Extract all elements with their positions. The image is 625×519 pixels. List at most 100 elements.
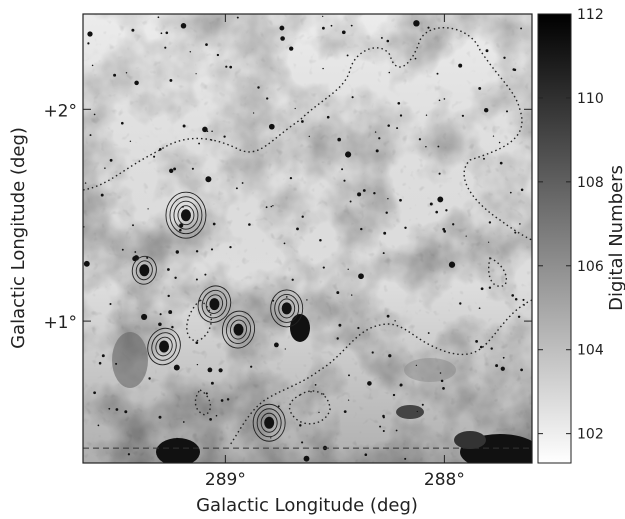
colorbar-tick-label: 102: [577, 427, 604, 443]
star: [229, 245, 232, 249]
star: [113, 73, 117, 77]
star: [301, 441, 304, 444]
star: [91, 64, 94, 67]
star: [301, 120, 304, 123]
star: [488, 221, 492, 224]
star: [216, 53, 220, 57]
star: [399, 198, 402, 202]
star: [322, 26, 325, 30]
star: [120, 121, 124, 125]
star: [257, 86, 260, 89]
star: [512, 68, 516, 71]
star: [514, 231, 517, 234]
star: [414, 57, 417, 60]
star: [266, 97, 269, 100]
star: [394, 320, 396, 322]
star: [121, 248, 124, 251]
star: [349, 200, 352, 203]
star: [357, 192, 362, 197]
star: [502, 356, 505, 359]
colorbar: [537, 13, 572, 464]
star: [124, 410, 128, 414]
contour-ring: [201, 289, 228, 319]
source-core: [233, 323, 244, 336]
star: [371, 351, 374, 354]
star: [488, 286, 492, 289]
star: [125, 72, 128, 74]
star: [347, 268, 349, 270]
source-core: [180, 209, 191, 222]
star: [115, 362, 118, 365]
star: [348, 374, 350, 377]
star: [306, 319, 309, 322]
star: [382, 429, 385, 433]
star: [429, 202, 433, 206]
star: [195, 250, 199, 253]
star: [495, 364, 499, 368]
star: [198, 142, 201, 145]
contour-ring: [256, 408, 282, 438]
star: [322, 393, 325, 395]
star: [500, 366, 505, 371]
star: [252, 112, 255, 114]
star: [399, 383, 403, 387]
contour-ring: [221, 310, 256, 349]
x-axis-ticks: 289° 288°: [205, 14, 465, 490]
star: [132, 224, 134, 227]
star: [341, 30, 346, 35]
star: [498, 141, 501, 144]
star: [336, 337, 339, 340]
star: [438, 99, 441, 102]
star: [388, 354, 392, 358]
star: [179, 228, 182, 232]
star: [173, 364, 180, 371]
y-tick-label: +2°: [43, 101, 77, 121]
star: [129, 140, 132, 142]
colorbar-tick-label: 108: [577, 175, 604, 191]
star: [358, 273, 364, 280]
star: [351, 294, 353, 296]
star: [265, 206, 268, 209]
star: [241, 182, 244, 184]
contour-ring: [278, 298, 296, 319]
star: [514, 297, 518, 301]
star: [250, 365, 253, 368]
star: [89, 134, 92, 137]
star: [270, 205, 273, 208]
star: [341, 168, 344, 171]
star: [289, 46, 294, 51]
star: [347, 399, 350, 401]
star: [322, 67, 324, 70]
star: [303, 455, 310, 462]
star: [98, 361, 102, 365]
star: [373, 191, 376, 195]
star: [459, 302, 462, 305]
star: [314, 384, 317, 386]
star: [492, 135, 495, 137]
contour-ring: [197, 285, 232, 323]
star: [436, 72, 439, 75]
star: [520, 188, 524, 192]
dotted-contour: [83, 26, 532, 446]
star: [350, 24, 353, 27]
star: [195, 341, 199, 345]
contour-ring: [177, 205, 195, 226]
star: [382, 252, 385, 255]
star: [351, 96, 354, 99]
star: [84, 182, 87, 184]
star: [220, 399, 224, 402]
star: [338, 323, 342, 327]
star: [439, 372, 442, 374]
star: [458, 63, 463, 68]
star: [127, 453, 131, 456]
y-tick-label: +1°: [43, 313, 77, 333]
star: [435, 210, 439, 214]
star: [443, 98, 446, 100]
star: [383, 231, 387, 235]
star: [284, 348, 286, 350]
star: [205, 392, 208, 395]
contour-ring: [147, 327, 181, 366]
star: [218, 368, 223, 373]
star: [378, 137, 381, 140]
star: [109, 158, 113, 162]
